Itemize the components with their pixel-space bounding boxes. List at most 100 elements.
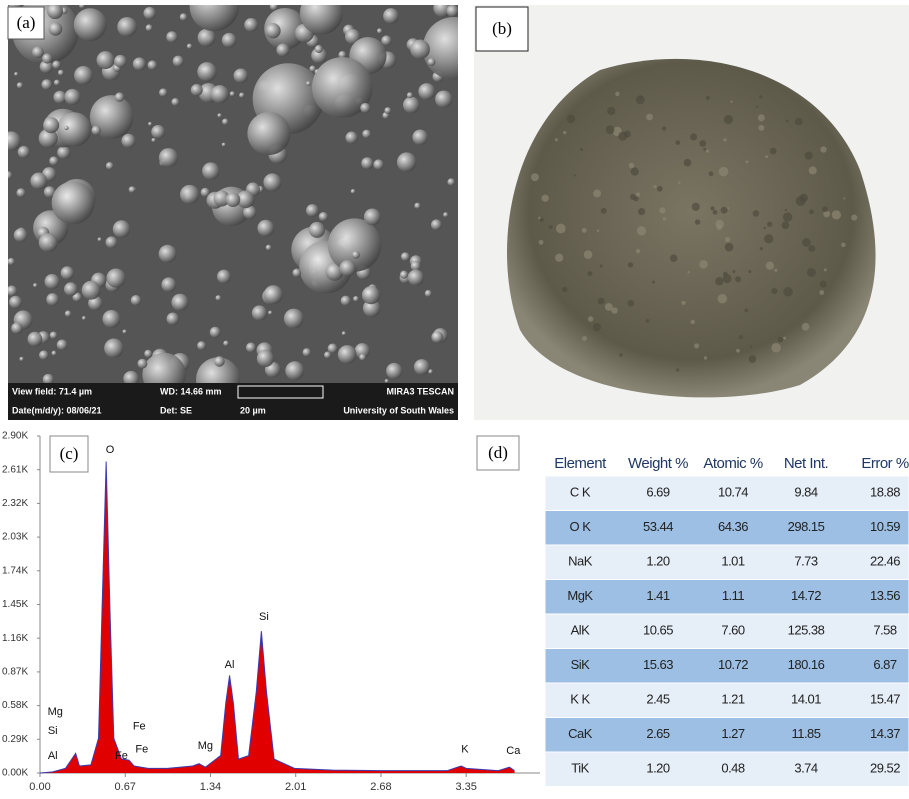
- powder-grain: [531, 173, 539, 181]
- powder-grain: [802, 238, 811, 247]
- particle: [270, 2, 278, 10]
- particle: [64, 282, 78, 296]
- powder-grain: [753, 210, 760, 217]
- particle: [247, 112, 290, 155]
- powder-grain: [563, 131, 566, 134]
- particle: [148, 60, 158, 70]
- table-cell: 0.48: [721, 761, 745, 776]
- powder-grain: [727, 207, 729, 209]
- panel-label: (b): [492, 19, 512, 38]
- powder-grain: [549, 225, 553, 229]
- particle: [306, 81, 311, 86]
- particle: [222, 119, 229, 126]
- powder-grain: [719, 167, 728, 176]
- particle: [428, 58, 436, 66]
- particle: [58, 70, 64, 76]
- particle: [106, 268, 125, 287]
- particle: [79, 2, 85, 8]
- particle: [57, 146, 70, 159]
- powder-grain: [653, 185, 656, 188]
- table-cell: 15.63: [643, 657, 673, 672]
- table-header: Error %: [861, 455, 909, 472]
- table-cell: 14.72: [791, 588, 821, 603]
- powder-grain: [715, 277, 723, 285]
- x-tick-label: 2.01: [285, 781, 306, 793]
- y-tick-label: 1.16K: [2, 633, 28, 644]
- powder-grain: [699, 260, 708, 269]
- powder-grain: [556, 224, 566, 234]
- particle: [407, 92, 413, 98]
- table-cell: 64.36: [718, 519, 748, 534]
- powder-grain: [652, 281, 655, 284]
- powder-grain: [676, 368, 679, 371]
- table-cell: 1.20: [646, 761, 670, 776]
- particle: [234, 68, 248, 82]
- powder-grain: [721, 207, 728, 214]
- table-cell: 14.37: [870, 726, 900, 741]
- particle: [33, 283, 37, 287]
- table-cell: 10.74: [718, 485, 748, 500]
- powder-grain: [795, 118, 803, 126]
- particle: [143, 7, 155, 19]
- table-cell: 53.44: [643, 519, 673, 534]
- y-tick-label: 1.45K: [2, 599, 28, 610]
- particle: [431, 331, 443, 343]
- powder-grain: [706, 96, 710, 100]
- powder-grain: [605, 303, 613, 311]
- powder-grain: [637, 226, 646, 235]
- particle: [41, 79, 52, 90]
- y-tick-label: 1.74K: [2, 565, 28, 576]
- powder-grain: [822, 206, 828, 212]
- table-cell: 2.65: [646, 726, 670, 741]
- particle: [14, 228, 28, 242]
- powder-grain: [767, 222, 772, 227]
- particle: [222, 143, 226, 147]
- particle: [447, 178, 455, 186]
- particle: [198, 29, 216, 47]
- powder-grain: [638, 208, 645, 215]
- particle: [319, 212, 328, 221]
- particle: [6, 286, 17, 297]
- particle: [222, 33, 237, 48]
- particle: [98, 237, 102, 241]
- powder-grain: [759, 95, 762, 98]
- table-cell: 13.56: [870, 588, 900, 603]
- particle: [28, 332, 43, 347]
- particle: [377, 28, 382, 33]
- powder-grain: [684, 159, 692, 167]
- table-header: Element: [554, 455, 607, 472]
- powder-grain: [574, 174, 576, 176]
- powder-grain: [542, 195, 549, 202]
- powder-grain: [770, 148, 777, 155]
- particle: [82, 281, 101, 300]
- table-cell: 9.84: [794, 485, 818, 500]
- particle: [159, 148, 178, 167]
- particle: [64, 89, 80, 105]
- x-tick-label: 0.67: [115, 781, 136, 793]
- particle: [214, 356, 225, 367]
- particle: [340, 260, 356, 276]
- powder-grain: [675, 140, 680, 145]
- particle: [353, 296, 359, 302]
- spectrum-area: [40, 462, 515, 773]
- powder-grain: [624, 131, 631, 138]
- particle: [159, 245, 177, 263]
- powder-grain: [663, 217, 666, 220]
- powder-grain: [646, 319, 650, 323]
- particle: [104, 338, 123, 357]
- particle: [425, 290, 432, 297]
- peak-label: Mg: [198, 740, 213, 752]
- table-cell: 1.41: [646, 588, 670, 603]
- powder-grain: [730, 101, 732, 103]
- particle: [57, 339, 68, 350]
- particle: [42, 53, 52, 63]
- powder-grain: [758, 125, 764, 131]
- powder-grain: [690, 320, 694, 324]
- particle: [144, 350, 152, 358]
- particle: [30, 173, 47, 190]
- particle: [351, 189, 356, 194]
- powder-grain: [692, 203, 700, 211]
- powder-grain: [670, 254, 678, 262]
- particle: [9, 296, 22, 309]
- particle: [211, 85, 229, 103]
